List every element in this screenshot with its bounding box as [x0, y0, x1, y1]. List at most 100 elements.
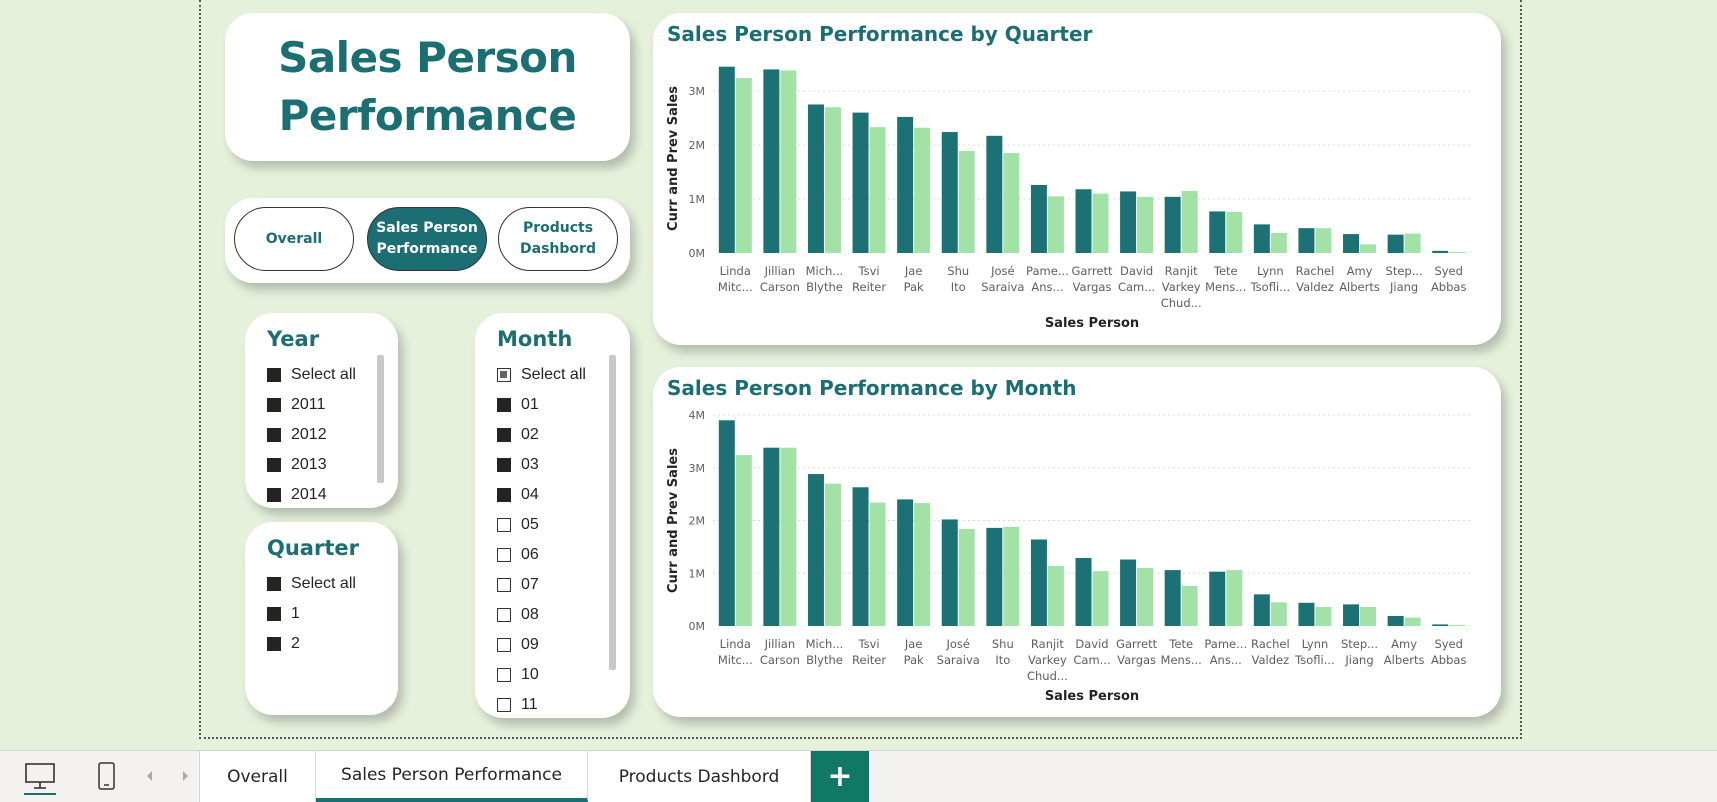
bar[interactable] — [852, 112, 869, 253]
bar[interactable] — [1270, 602, 1287, 626]
slicer-item[interactable]: 2012 — [267, 420, 356, 450]
bar[interactable] — [807, 474, 824, 626]
checkbox[interactable] — [497, 518, 511, 532]
checkbox[interactable] — [497, 428, 511, 442]
bar[interactable] — [1209, 211, 1226, 253]
bar[interactable] — [780, 447, 797, 626]
slicer-item[interactable]: 02 — [497, 420, 586, 450]
slicer-item[interactable]: 2011 — [267, 390, 356, 420]
bar[interactable] — [869, 502, 886, 626]
bar[interactable] — [1360, 607, 1377, 626]
nav-sales-person-button[interactable]: Sales Person Performance — [367, 207, 487, 271]
bar[interactable] — [1253, 224, 1270, 253]
bar[interactable] — [718, 420, 735, 626]
nav-overall-button[interactable]: Overall — [234, 207, 354, 271]
checkbox[interactable] — [267, 458, 281, 472]
bar[interactable] — [1092, 571, 1109, 626]
add-page-button[interactable]: + — [811, 751, 869, 802]
checkbox[interactable] — [497, 638, 511, 652]
bar[interactable] — [1315, 607, 1332, 626]
bar[interactable] — [1387, 615, 1404, 626]
bar[interactable] — [1270, 233, 1287, 253]
slicer-item[interactable]: 06 — [497, 540, 586, 570]
tab-sales-person-performance[interactable]: Sales Person Performance — [316, 751, 588, 802]
bar[interactable] — [1003, 153, 1020, 253]
bar[interactable] — [897, 116, 914, 253]
bar[interactable] — [1137, 567, 1154, 626]
slicer-item[interactable]: 11 — [497, 690, 586, 718]
bar[interactable] — [1137, 196, 1154, 253]
checkbox[interactable] — [267, 637, 281, 651]
slicer-item[interactable]: Select all — [267, 569, 356, 599]
checkbox[interactable] — [267, 577, 281, 591]
slicer-item[interactable]: 09 — [497, 630, 586, 660]
bar[interactable] — [941, 132, 958, 253]
bar[interactable] — [735, 455, 752, 626]
nav-products-button[interactable]: Products Dashbord — [498, 207, 618, 271]
checkbox[interactable] — [497, 488, 511, 502]
bar[interactable] — [1030, 539, 1047, 626]
bar[interactable] — [869, 127, 886, 253]
desktop-view-icon[interactable] — [22, 759, 58, 795]
bar[interactable] — [897, 499, 914, 626]
slicer-item[interactable]: 01 — [497, 390, 586, 420]
bar[interactable] — [824, 107, 841, 253]
bar[interactable] — [1315, 228, 1332, 253]
checkbox[interactable] — [497, 668, 511, 682]
chevron-left-icon[interactable] — [144, 769, 156, 785]
bar[interactable] — [1120, 559, 1137, 626]
bar[interactable] — [1047, 565, 1064, 626]
checkbox[interactable] — [497, 698, 511, 712]
bar[interactable] — [1404, 233, 1421, 253]
bar[interactable] — [986, 527, 1003, 626]
checkbox[interactable] — [267, 428, 281, 442]
bar[interactable] — [1387, 234, 1404, 253]
checkbox[interactable] — [497, 458, 511, 472]
bar[interactable] — [852, 487, 869, 626]
slicer-item[interactable]: 2014 — [267, 480, 356, 510]
checkbox[interactable] — [497, 368, 511, 382]
tab-overall[interactable]: Overall — [199, 751, 316, 802]
tab-products-dashboard[interactable]: Products Dashbord — [588, 751, 811, 802]
bar[interactable] — [1432, 624, 1449, 626]
checkbox[interactable] — [267, 398, 281, 412]
bar[interactable] — [1092, 193, 1109, 253]
bar[interactable] — [763, 69, 780, 254]
slicer-item[interactable]: 03 — [497, 450, 586, 480]
slicer-item[interactable]: Select all — [267, 360, 356, 390]
bar[interactable] — [807, 104, 824, 254]
bar[interactable] — [958, 150, 975, 253]
bar[interactable] — [958, 528, 975, 626]
checkbox[interactable] — [497, 608, 511, 622]
bar[interactable] — [1047, 196, 1064, 253]
bar[interactable] — [1120, 191, 1137, 253]
bar[interactable] — [735, 78, 752, 253]
slicer-item[interactable]: 08 — [497, 600, 586, 630]
year-scrollbar[interactable] — [377, 355, 384, 483]
checkbox[interactable] — [497, 398, 511, 412]
bar[interactable] — [1343, 234, 1360, 253]
bar[interactable] — [824, 483, 841, 626]
bar[interactable] — [1181, 190, 1198, 253]
bar[interactable] — [1209, 571, 1226, 626]
checkbox[interactable] — [497, 578, 511, 592]
bar[interactable] — [1003, 526, 1020, 626]
bar[interactable] — [1075, 557, 1092, 626]
checkbox[interactable] — [267, 488, 281, 502]
slicer-item[interactable]: 10 — [497, 660, 586, 690]
slicer-item[interactable]: 05 — [497, 510, 586, 540]
bar[interactable] — [941, 519, 958, 626]
bar[interactable] — [1075, 189, 1092, 253]
bar[interactable] — [1360, 244, 1377, 253]
slicer-item[interactable]: 2 — [267, 629, 356, 659]
bar[interactable] — [1253, 594, 1270, 626]
slicer-item[interactable]: Select all — [497, 360, 586, 390]
bar[interactable] — [1404, 617, 1421, 626]
slicer-item[interactable]: 2013 — [267, 450, 356, 480]
mobile-view-icon[interactable] — [95, 759, 119, 795]
bar[interactable] — [1226, 211, 1243, 253]
bar[interactable] — [1449, 251, 1466, 253]
bar[interactable] — [1030, 184, 1047, 253]
bar[interactable] — [1298, 228, 1315, 253]
slicer-item[interactable]: 07 — [497, 570, 586, 600]
